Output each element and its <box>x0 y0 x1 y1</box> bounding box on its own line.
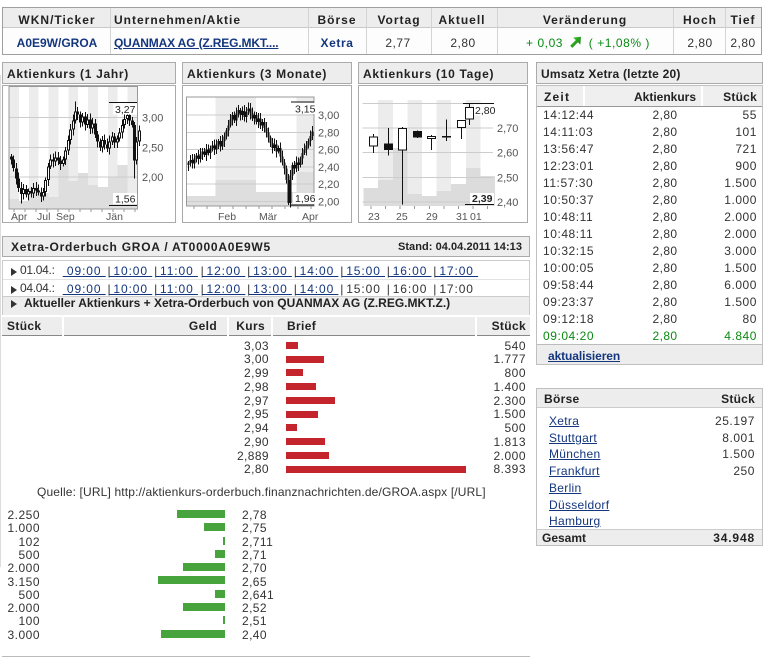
svg-text:2,40: 2,40 <box>318 162 339 174</box>
svg-text:2,20: 2,20 <box>318 179 339 191</box>
svg-text:3,15: 3,15 <box>295 104 316 116</box>
svg-text:Sep: Sep <box>56 211 75 222</box>
svg-text:2,50: 2,50 <box>142 142 163 154</box>
svg-text:2,50: 2,50 <box>497 172 518 184</box>
svg-text:Feb: Feb <box>218 211 236 222</box>
svg-text:3,27: 3,27 <box>115 104 136 116</box>
svg-text:2,60: 2,60 <box>497 148 518 160</box>
svg-text:25: 25 <box>396 211 408 222</box>
svg-text:29: 29 <box>426 211 438 222</box>
svg-text:2,00: 2,00 <box>318 196 339 208</box>
svg-text:Jul: Jul <box>37 211 50 222</box>
svg-text:1,56: 1,56 <box>115 194 136 206</box>
svg-text:2,60: 2,60 <box>318 145 339 157</box>
svg-text:3,00: 3,00 <box>318 110 339 122</box>
svg-text:31: 31 <box>456 211 468 222</box>
svg-text:2,80: 2,80 <box>318 127 339 139</box>
svg-text:Apr: Apr <box>302 211 319 222</box>
svg-text:Mär: Mär <box>259 211 278 222</box>
svg-text:2,70: 2,70 <box>497 123 518 135</box>
svg-text:1,96: 1,96 <box>295 193 316 205</box>
svg-text:Apr: Apr <box>11 211 28 222</box>
svg-text:01: 01 <box>470 211 482 222</box>
svg-text:Jän: Jän <box>106 211 123 222</box>
svg-text:2,39: 2,39 <box>472 193 493 205</box>
svg-text:23: 23 <box>368 211 380 222</box>
svg-text:2,80: 2,80 <box>475 105 496 117</box>
svg-text:2,00: 2,00 <box>142 172 163 184</box>
svg-text:3,00: 3,00 <box>142 113 163 125</box>
svg-text:2,40: 2,40 <box>497 197 518 209</box>
